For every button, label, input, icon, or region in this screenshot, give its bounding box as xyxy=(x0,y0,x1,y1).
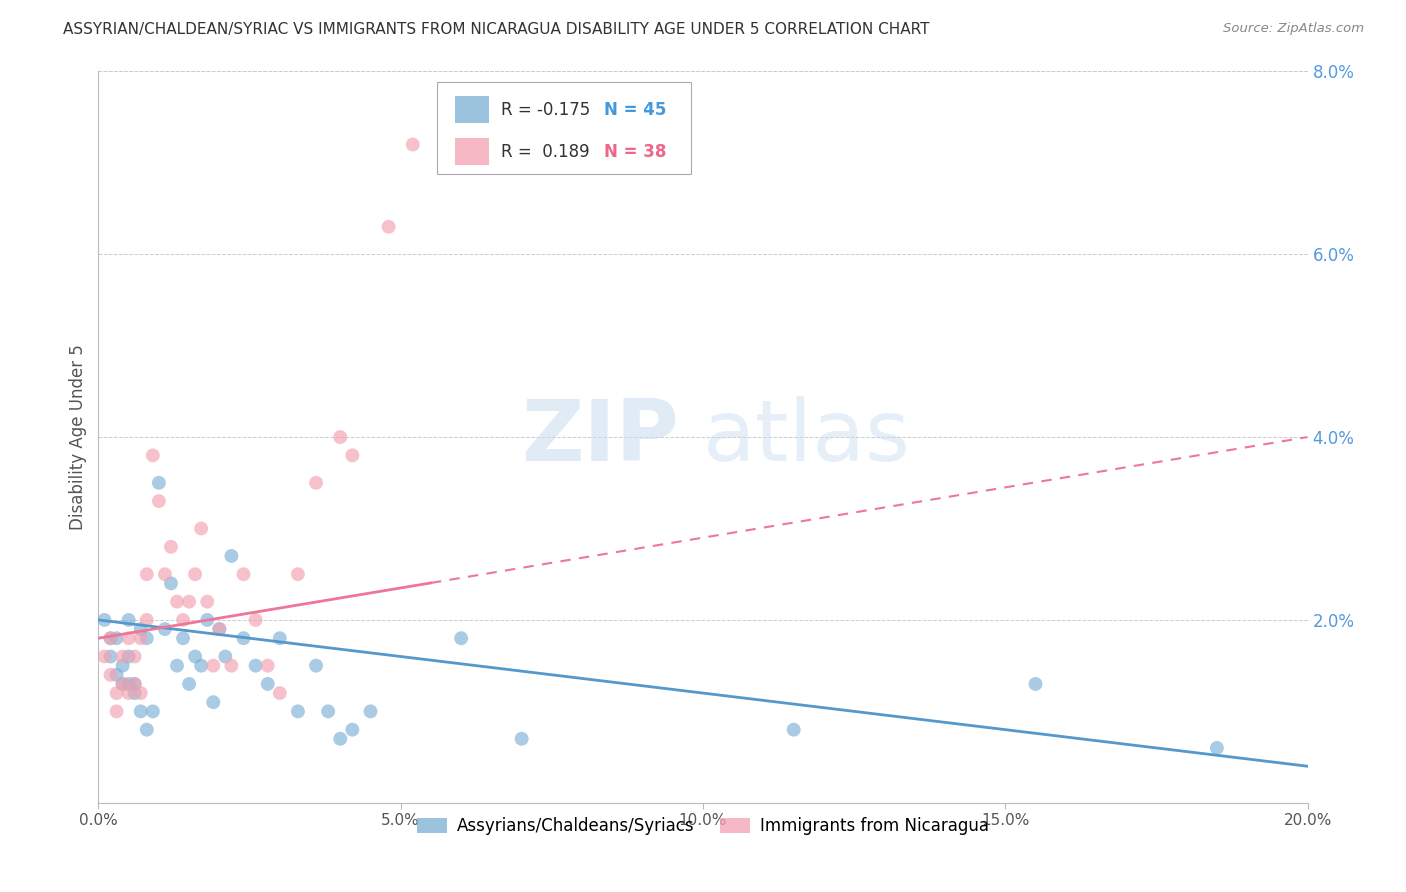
Point xyxy=(377,219,399,234)
FancyBboxPatch shape xyxy=(456,137,489,166)
Point xyxy=(256,658,278,673)
Point xyxy=(111,677,134,691)
FancyBboxPatch shape xyxy=(437,82,690,174)
Y-axis label: Disability Age Under 5: Disability Age Under 5 xyxy=(69,344,87,530)
Point xyxy=(179,595,201,609)
Point xyxy=(166,658,188,673)
Point xyxy=(124,677,146,691)
Point xyxy=(190,521,212,535)
Legend: Assyrians/Chaldeans/Syriacs, Immigrants from Nicaragua: Assyrians/Chaldeans/Syriacs, Immigrants … xyxy=(411,811,995,842)
Point xyxy=(111,677,134,691)
Text: R =  0.189: R = 0.189 xyxy=(501,143,589,161)
Point xyxy=(179,677,201,691)
Point xyxy=(118,613,141,627)
Point xyxy=(269,632,291,646)
Point xyxy=(148,475,170,490)
Point xyxy=(142,705,165,719)
Text: ASSYRIAN/CHALDEAN/SYRIAC VS IMMIGRANTS FROM NICARAGUA DISABILITY AGE UNDER 5 COR: ASSYRIAN/CHALDEAN/SYRIAC VS IMMIGRANTS F… xyxy=(63,22,929,37)
Point xyxy=(195,595,218,609)
Point xyxy=(172,632,194,646)
Point xyxy=(166,595,188,609)
Point xyxy=(148,494,170,508)
Point xyxy=(195,613,218,627)
Point xyxy=(100,632,122,646)
Point xyxy=(232,567,254,582)
Point xyxy=(184,567,207,582)
Point xyxy=(160,576,183,591)
Point xyxy=(111,649,134,664)
Point xyxy=(184,649,207,664)
Point xyxy=(100,632,122,646)
Text: R = -0.175: R = -0.175 xyxy=(501,101,591,119)
Point xyxy=(329,430,352,444)
Point xyxy=(118,677,141,691)
Point xyxy=(214,649,236,664)
Point xyxy=(208,622,231,636)
Point xyxy=(105,632,128,646)
Point xyxy=(316,705,339,719)
Point xyxy=(153,567,176,582)
FancyBboxPatch shape xyxy=(456,95,489,123)
Point xyxy=(450,632,472,646)
Point xyxy=(118,649,141,664)
Point xyxy=(305,658,328,673)
Point xyxy=(160,540,183,554)
Point xyxy=(208,622,231,636)
Point xyxy=(100,667,122,681)
Point xyxy=(135,632,157,646)
Point xyxy=(269,686,291,700)
Point xyxy=(510,731,533,746)
Text: N = 45: N = 45 xyxy=(603,101,666,119)
Point xyxy=(124,686,146,700)
Point xyxy=(129,622,152,636)
Point xyxy=(124,649,146,664)
Point xyxy=(202,695,225,709)
Point xyxy=(287,567,309,582)
Point xyxy=(783,723,806,737)
Point xyxy=(100,649,122,664)
Point xyxy=(202,658,225,673)
Point xyxy=(118,632,141,646)
Point xyxy=(124,677,146,691)
Text: N = 38: N = 38 xyxy=(603,143,666,161)
Point xyxy=(360,705,382,719)
Point xyxy=(105,686,128,700)
Point xyxy=(135,613,157,627)
Point xyxy=(1024,677,1046,691)
Point xyxy=(402,137,425,152)
Point xyxy=(221,549,243,563)
Point xyxy=(256,677,278,691)
Point xyxy=(142,449,165,463)
Point xyxy=(129,705,152,719)
Point xyxy=(190,658,212,673)
Point xyxy=(305,475,328,490)
Point xyxy=(1206,740,1229,755)
Point xyxy=(135,723,157,737)
Point xyxy=(342,449,364,463)
Point xyxy=(105,667,128,681)
Point xyxy=(245,613,267,627)
Point xyxy=(153,622,176,636)
Point xyxy=(221,658,243,673)
Point xyxy=(135,567,157,582)
Point xyxy=(245,658,267,673)
Point xyxy=(232,632,254,646)
Text: ZIP: ZIP xyxy=(522,395,679,479)
Point xyxy=(93,613,115,627)
Text: atlas: atlas xyxy=(703,395,911,479)
Point xyxy=(105,705,128,719)
Point xyxy=(129,686,152,700)
Point xyxy=(118,686,141,700)
Point xyxy=(287,705,309,719)
Point xyxy=(342,723,364,737)
Point xyxy=(93,649,115,664)
Point xyxy=(111,658,134,673)
Text: Source: ZipAtlas.com: Source: ZipAtlas.com xyxy=(1223,22,1364,36)
Point xyxy=(329,731,352,746)
Point xyxy=(172,613,194,627)
Point xyxy=(129,632,152,646)
